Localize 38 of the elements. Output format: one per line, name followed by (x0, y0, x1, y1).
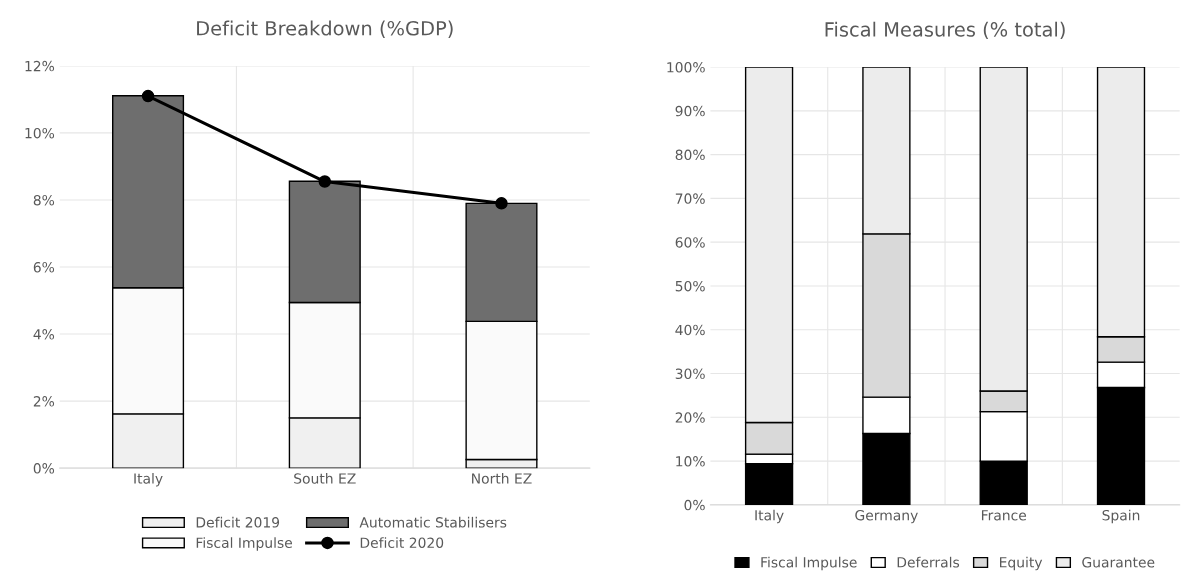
y-tick-label: 4% (33, 329, 55, 340)
y-tick-label: 0% (33, 463, 55, 474)
legend-label: Deferrals (897, 556, 960, 568)
point (141, 89, 155, 103)
legend-label: Deficit 2020 (360, 537, 444, 548)
legend-label: Deficit 2019 (196, 516, 280, 528)
y-tick-label: 40% (675, 324, 705, 336)
y-tick-label: 30% (675, 368, 705, 379)
y-tick-label: 2% (33, 396, 55, 407)
x-tick-label: Germany (855, 509, 918, 524)
x-tick-label: Italy (134, 473, 163, 487)
y-tick-label: 0% (684, 499, 705, 511)
legend-label: Fiscal Impulse (196, 537, 293, 551)
y-tick-label: 60% (675, 237, 705, 248)
legend-label: Fiscal Impulse (761, 556, 857, 571)
point (495, 197, 508, 210)
y-tick-label: 90% (675, 105, 705, 117)
legend-label: Guarantee (1082, 557, 1155, 568)
y-tick-label: 6% (33, 261, 55, 273)
x-tick-label: North EZ (472, 473, 532, 484)
chart-title: Fiscal Measures (% total) (825, 21, 1065, 40)
y-tick-label: 12% (25, 60, 55, 72)
legend-label: Equity (1000, 556, 1043, 571)
y-tick-label: 10% (25, 127, 55, 139)
chart-title: Deficit Breakdown (%GDP) (197, 20, 453, 38)
y-tick-label: 50% (675, 280, 705, 292)
point (318, 175, 332, 188)
x-tick-label: Spain (1102, 509, 1140, 524)
y-tick-label: 20% (675, 412, 705, 423)
y-tick-label: 8% (33, 194, 55, 206)
legend-label: Automatic Stabilisers (359, 516, 507, 528)
x-tick-label: Italy (755, 509, 784, 524)
y-tick-label: 10% (676, 456, 705, 467)
x-tick-label: France (981, 510, 1027, 521)
y-tick-label: 100% (667, 62, 705, 73)
y-tick-label: 80% (675, 149, 705, 161)
x-tick-label: South EZ (294, 473, 356, 484)
y-tick-label: 70% (675, 193, 705, 204)
